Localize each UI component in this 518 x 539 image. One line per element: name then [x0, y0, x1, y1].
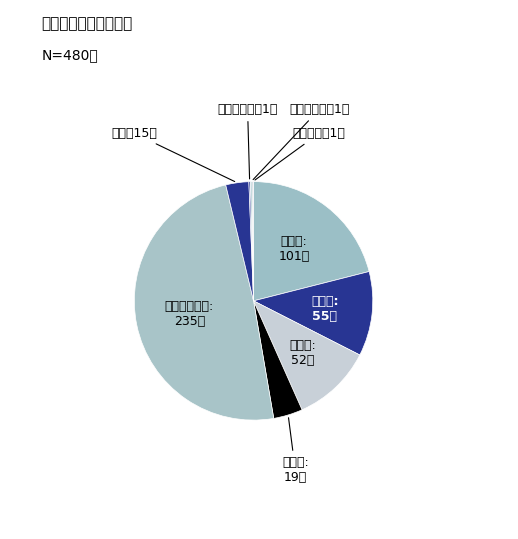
Text: N=480人: N=480人 — [41, 49, 98, 63]
Text: 大学在学中：1人: 大学在学中：1人 — [218, 103, 278, 179]
Text: 東大卒:
101人: 東大卒: 101人 — [278, 235, 309, 263]
Wedge shape — [250, 182, 253, 301]
Wedge shape — [226, 182, 253, 301]
Wedge shape — [253, 301, 360, 410]
Text: 高校中退：1人: 高校中退：1人 — [255, 127, 346, 180]
Text: 早大卒:
55人: 早大卒: 55人 — [311, 295, 338, 323]
Wedge shape — [249, 182, 253, 301]
Wedge shape — [253, 182, 369, 301]
Text: 専門学校卒：1人: 専門学校卒：1人 — [253, 103, 349, 179]
Text: 京大卒:
19人: 京大卒: 19人 — [282, 418, 309, 484]
Text: その他大学卒:
235人: その他大学卒: 235人 — [165, 300, 214, 328]
Wedge shape — [252, 182, 253, 301]
Wedge shape — [134, 185, 274, 420]
Text: 衆議院議員の最終学歴: 衆議院議員の最終学歴 — [41, 16, 133, 31]
Wedge shape — [253, 301, 302, 418]
Wedge shape — [253, 272, 373, 355]
Text: 慶大卒:
52人: 慶大卒: 52人 — [290, 339, 316, 367]
Text: 高卒：15人: 高卒：15人 — [111, 127, 235, 182]
